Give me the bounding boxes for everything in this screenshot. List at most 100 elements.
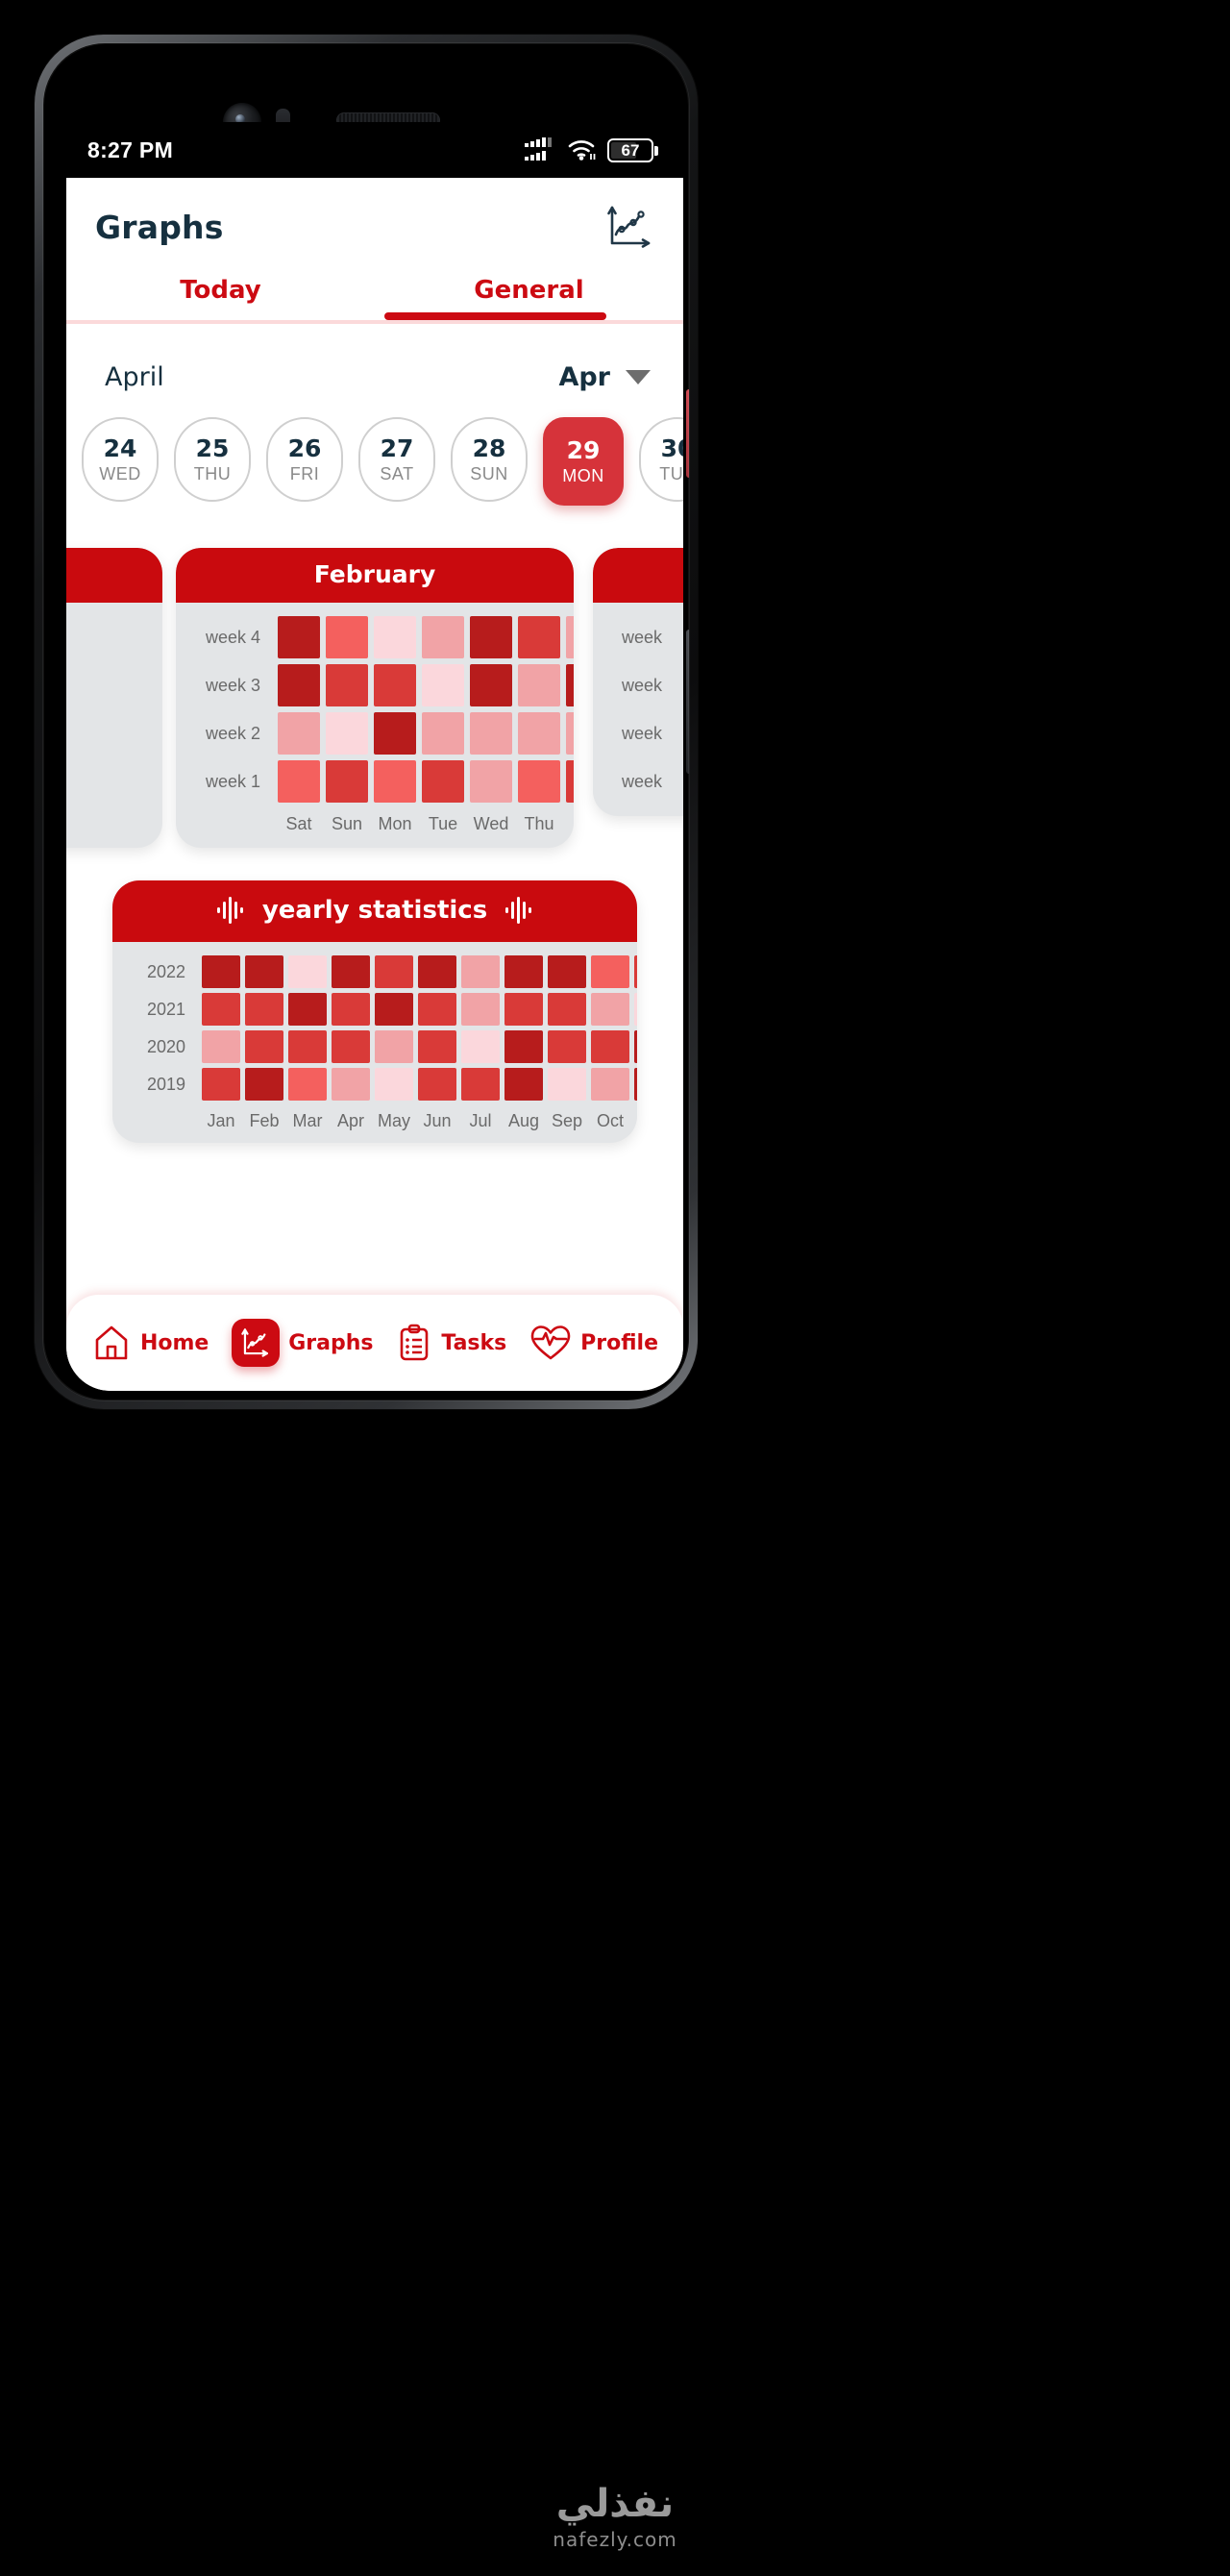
heatmap-cell: [326, 760, 368, 803]
heatmap-cell: [332, 955, 370, 988]
heatmap-row-label: week: [621, 771, 662, 791]
heatmap-col-label: Jun: [423, 1111, 452, 1130]
heatmap-card-february[interactable]: February week 4 week 3 week 2 week 1 Sat Sun M…: [176, 548, 574, 848]
heatmap-cell: [679, 760, 683, 803]
heatmap-cell: [278, 616, 320, 658]
yearly-section: yearly statistics: [66, 880, 683, 1143]
heatmap-col-label: Jul: [469, 1111, 492, 1130]
tab-general[interactable]: General: [375, 276, 683, 320]
nav-item-home[interactable]: Home: [91, 1323, 209, 1363]
date-chip-29[interactable]: 29 MON: [543, 417, 624, 506]
heatmap-cell: [422, 616, 464, 658]
line-chart-icon: [241, 1328, 269, 1357]
heatmap-grid-yearly: 2022 2021 2020 2019 Jan Feb Mar Apr May Jun Jul Aug…: [122, 955, 637, 1131]
heatmap-cell: [634, 1068, 637, 1101]
heatmap-cell: [374, 760, 416, 803]
current-month-label: April: [105, 362, 164, 392]
month-bar: April Apr: [66, 324, 683, 392]
battery-icon: 67: [607, 138, 658, 162]
yearly-statistics-card[interactable]: yearly statistics: [112, 880, 637, 1143]
heatmap-cell: [461, 955, 500, 988]
heatmap-card-next[interactable]: week week week week: [593, 548, 683, 816]
watermark-arabic: نفذلي: [555, 2482, 675, 2526]
date-chip-weekday: MON: [562, 466, 604, 485]
date-chip-26[interactable]: 26 FRI: [266, 417, 343, 502]
heatmap-cell: [326, 616, 368, 658]
heatmap-row-label: 2020: [146, 1036, 185, 1056]
heatmap-cell: [375, 1030, 413, 1063]
heatmap-cell: [504, 955, 543, 988]
heatmap-col-label: Feb: [249, 1111, 280, 1130]
heatmap-cell: [375, 993, 413, 1026]
tab-today[interactable]: Today: [66, 276, 375, 320]
heatmap-cell: [634, 993, 637, 1026]
date-chip-30[interactable]: 30 TUE: [639, 417, 683, 502]
date-chip-24[interactable]: 24 WED: [82, 417, 159, 502]
heatmap-card-previous-title: [66, 548, 162, 603]
date-chip-28[interactable]: 28 SUN: [451, 417, 528, 502]
nav-item-tasks[interactable]: Tasks: [396, 1323, 506, 1363]
heatmap-col-label: Sat: [285, 814, 312, 833]
heatmap-row-label: week 4: [205, 627, 260, 647]
power-button[interactable]: [686, 389, 689, 478]
tab-divider: [66, 320, 683, 324]
month-dropdown-value: Apr: [558, 362, 610, 392]
heatmap-cell: [591, 1030, 629, 1063]
yearly-statistics-header: yearly statistics: [112, 880, 637, 942]
heatmap-cell: [374, 664, 416, 706]
heatmap-col-label: Jan: [207, 1111, 235, 1130]
nav-item-graphs[interactable]: Graphs: [232, 1319, 374, 1367]
heatmap-corner-spacer: [189, 808, 272, 834]
heartbeat-icon: [530, 1325, 571, 1360]
volume-button[interactable]: [686, 630, 689, 774]
date-chip-27[interactable]: 27 SAT: [358, 417, 435, 502]
month-dropdown[interactable]: Apr: [558, 362, 651, 392]
line-chart-icon[interactable]: [604, 203, 654, 251]
tab-today-label: Today: [180, 276, 261, 305]
nav-item-profile[interactable]: Profile: [529, 1324, 658, 1362]
heatmap-cell: [288, 1030, 327, 1063]
clipboard-icon: [401, 1324, 429, 1361]
heatmap-cell: [461, 993, 500, 1026]
date-chip-number: 26: [287, 434, 322, 462]
battery-level: 67: [621, 140, 640, 160]
heatmap-col-label: Mon: [378, 814, 412, 833]
heatmap-cell: [679, 712, 683, 755]
heatmap-cell: [418, 1068, 456, 1101]
date-chip-number: 24: [103, 434, 137, 462]
date-chip-25[interactable]: 25 THU: [174, 417, 251, 502]
date-chip-number: 25: [195, 434, 230, 462]
heatmap-col-label: Fri: [566, 808, 574, 834]
heatmap-col-label: Aug: [507, 1111, 540, 1130]
heatmap-row-label: week 2: [205, 723, 260, 743]
heatmap-cell: [548, 1030, 586, 1063]
app-surface: Graphs: [66, 178, 683, 1391]
nav-item-profile-label: Profile: [580, 1330, 659, 1355]
watermark: نفذلي nafezly.com: [0, 2482, 1230, 2551]
heatmap-row-label: week 1: [205, 771, 260, 791]
nav-item-graphs-label: Graphs: [288, 1330, 374, 1355]
heatmap-cell: [548, 955, 586, 988]
app-header: Graphs: [66, 178, 683, 251]
heatmap-grid-next: week week week week: [606, 616, 683, 803]
heatmap-row-label: 2021: [146, 999, 185, 1019]
heatmap-row-label: 2022: [146, 961, 185, 981]
heatmap-cell: [202, 955, 240, 988]
phone-screen: 8:27 PM: [66, 122, 683, 1391]
heatmap-cell: [375, 955, 413, 988]
heatmap-cell: [504, 993, 543, 1026]
heatmap-cell: [470, 664, 512, 706]
date-chip-weekday: FRI: [289, 464, 320, 483]
heatmap-cell: [202, 993, 240, 1026]
heatmap-cell: [470, 760, 512, 803]
heatmap-col-label: May: [377, 1111, 410, 1130]
heatmap-cell: [332, 1030, 370, 1063]
date-strip[interactable]: 24 WED 25 THU 26 FRI 27 SAT 28 SUN 29 MON 30 TUE: [66, 392, 683, 506]
heatmap-col-label: Sep: [551, 1111, 583, 1130]
status-icons: 67: [525, 137, 658, 162]
heatmap-cell: [288, 1068, 327, 1101]
